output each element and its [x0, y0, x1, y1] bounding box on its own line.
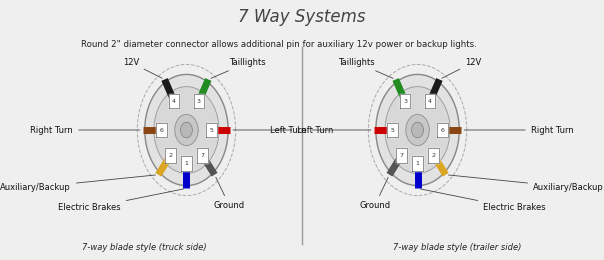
Polygon shape: [193, 94, 204, 108]
Polygon shape: [181, 122, 192, 138]
Text: 7: 7: [399, 153, 403, 158]
Polygon shape: [145, 74, 228, 186]
Polygon shape: [437, 123, 448, 137]
Text: 3: 3: [403, 99, 407, 104]
Text: 4: 4: [172, 99, 176, 104]
Text: Right Turn: Right Turn: [30, 126, 140, 134]
Polygon shape: [169, 94, 179, 108]
Text: Left Turn: Left Turn: [270, 126, 371, 134]
Text: Round 2" diameter connector allows additional pin for auxiliary 12v power or bac: Round 2" diameter connector allows addit…: [81, 40, 477, 49]
Text: 12V: 12V: [123, 58, 162, 78]
Text: 6: 6: [159, 127, 163, 133]
Text: Auxiliary/Backup: Auxiliary/Backup: [448, 175, 604, 192]
Polygon shape: [175, 114, 198, 146]
Polygon shape: [197, 148, 208, 163]
Text: 7 Way Systems: 7 Way Systems: [238, 8, 366, 26]
Polygon shape: [181, 156, 192, 171]
Text: 7: 7: [201, 153, 205, 158]
Text: Left Turn: Left Turn: [233, 126, 334, 134]
Polygon shape: [428, 148, 439, 163]
Text: Taillights: Taillights: [211, 58, 266, 78]
Polygon shape: [387, 123, 398, 137]
Text: 2: 2: [169, 153, 172, 158]
Polygon shape: [385, 87, 450, 173]
Polygon shape: [154, 87, 219, 173]
Text: 4: 4: [428, 99, 432, 104]
Text: Ground: Ground: [214, 177, 245, 210]
Text: 5: 5: [210, 127, 213, 133]
Polygon shape: [412, 156, 423, 171]
Text: Taillights: Taillights: [338, 58, 393, 78]
Polygon shape: [406, 114, 429, 146]
Polygon shape: [396, 148, 407, 163]
Text: 7-way blade style (truck side): 7-way blade style (truck side): [82, 243, 207, 252]
Text: Electric Brakes: Electric Brakes: [58, 189, 184, 212]
Text: 12V: 12V: [442, 58, 481, 78]
Polygon shape: [156, 123, 167, 137]
Polygon shape: [165, 148, 176, 163]
Polygon shape: [376, 74, 459, 186]
Text: 7-way blade style (trailer side): 7-way blade style (trailer side): [393, 243, 522, 252]
Text: 2: 2: [432, 153, 435, 158]
Text: 1: 1: [184, 161, 188, 166]
Text: Electric Brakes: Electric Brakes: [420, 189, 546, 212]
Text: Auxiliary/Backup: Auxiliary/Backup: [0, 175, 156, 192]
Text: 3: 3: [197, 99, 201, 104]
Text: Right Turn: Right Turn: [464, 126, 574, 134]
Text: 6: 6: [441, 127, 445, 133]
Polygon shape: [425, 94, 435, 108]
Text: 5: 5: [391, 127, 394, 133]
Polygon shape: [206, 123, 217, 137]
Polygon shape: [412, 122, 423, 138]
Polygon shape: [400, 94, 411, 108]
Text: 1: 1: [416, 161, 420, 166]
Text: Ground: Ground: [359, 177, 390, 210]
